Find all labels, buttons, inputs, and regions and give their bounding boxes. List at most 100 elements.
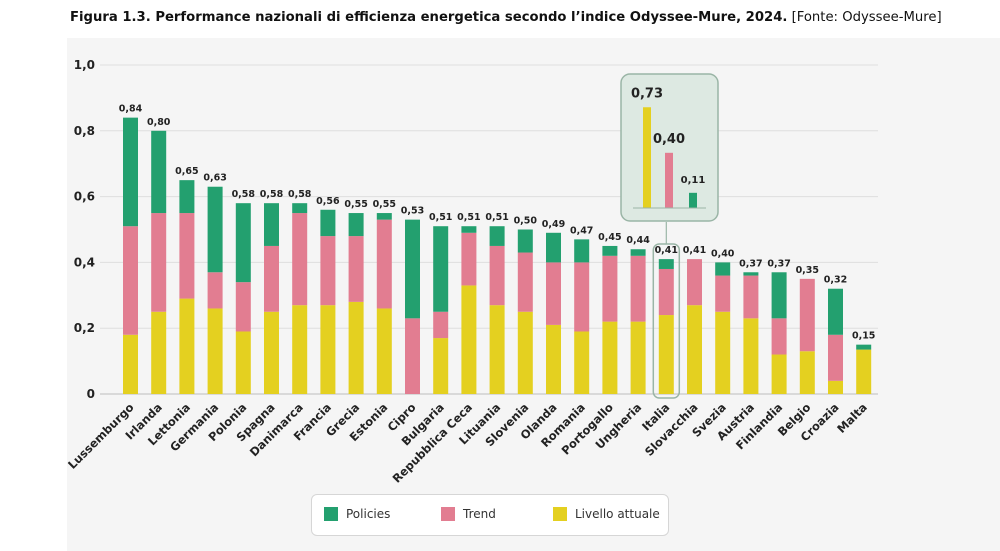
- figure-caption: Figura 1.3. Performance nazionali di eff…: [70, 10, 942, 25]
- bar-segment-trend: [828, 334, 843, 381]
- bar-segment-trend: [743, 275, 759, 319]
- bar-total-label: 0,32: [824, 275, 847, 286]
- bar-segment-trend: [207, 272, 223, 309]
- legend-swatch-livello-attuale: [553, 507, 567, 521]
- bar-segment-livello-attuale: [264, 311, 279, 394]
- bar-segment-livello-attuale: [433, 338, 449, 394]
- bar-total-label: 0,15: [852, 331, 875, 342]
- bar-segment-trend: [489, 245, 505, 306]
- bar-segment-trend: [461, 232, 477, 286]
- bar-segment-policies: [658, 259, 674, 269]
- bar-segment-policies: [743, 272, 759, 276]
- bar-total-label: 0,44: [626, 235, 650, 246]
- bar-segment-trend: [405, 318, 420, 394]
- bar-total-label: 0,58: [232, 189, 256, 200]
- bar-segment-livello-attuale: [602, 321, 618, 394]
- inset-value-label: 0,73: [631, 86, 663, 101]
- figure-caption-source: [Fonte: Odyssee-Mure]: [787, 10, 942, 25]
- bar-segment-trend: [574, 262, 590, 332]
- bar-segment-livello-attuale: [376, 308, 392, 394]
- bar-total-label: 0,55: [344, 199, 367, 210]
- bar-total-label: 0,51: [457, 212, 480, 223]
- bar-segment-trend: [151, 213, 167, 312]
- bar-total-label: 0,84: [119, 104, 143, 115]
- bar-total-label: 0,50: [514, 216, 538, 227]
- inset-value-label: 0,40: [653, 132, 685, 147]
- bar-total-label: 0,65: [175, 166, 198, 177]
- inset-bar-livello-attuale: [643, 107, 651, 208]
- bar-segment-policies: [856, 344, 872, 350]
- bar-segment-trend: [771, 318, 787, 355]
- figure-caption-lead: Figura 1.3. Performance nazionali di eff…: [70, 10, 788, 25]
- bar-segment-livello-attuale: [658, 315, 674, 394]
- bar-segment-livello-attuale: [179, 298, 195, 394]
- y-tick-label: 1,0: [74, 58, 95, 72]
- bar-segment-livello-attuale: [461, 285, 477, 394]
- bar-total-label: 0,58: [260, 189, 284, 200]
- legend-label-policies: Policies: [346, 507, 391, 521]
- bar-segment-trend: [376, 219, 392, 309]
- bar-segment-livello-attuale: [517, 311, 533, 394]
- bar-segment-livello-attuale: [320, 305, 336, 394]
- bar-segment-policies: [828, 288, 843, 335]
- bar-segment-trend: [715, 275, 731, 312]
- bar-segment-trend: [433, 311, 449, 339]
- bar-segment-livello-attuale: [123, 334, 138, 394]
- y-tick-label: 0,4: [74, 255, 95, 269]
- y-tick-label: 0: [87, 387, 95, 401]
- y-tick-label: 0,6: [74, 190, 95, 204]
- bar-segment-policies: [715, 262, 731, 276]
- bar-total-label: 0,53: [401, 206, 424, 217]
- bar-total-label: 0,58: [288, 189, 312, 200]
- bar-segment-policies: [207, 186, 223, 273]
- bar-total-label: 0,63: [203, 173, 226, 184]
- legend-label-trend: Trend: [463, 507, 496, 521]
- bar-total-label: 0,51: [485, 212, 508, 223]
- bar-segment-trend: [320, 236, 336, 306]
- bar-segment-policies: [574, 239, 590, 263]
- bar-segment-policies: [123, 117, 138, 227]
- bar-total-label: 0,49: [542, 219, 565, 230]
- bar-total-label: 0,45: [598, 232, 621, 243]
- bar-segment-livello-attuale: [687, 305, 702, 394]
- inset-bar-trend: [665, 152, 673, 208]
- bar-total-label: 0,35: [796, 265, 819, 276]
- bar-segment-livello-attuale: [630, 321, 646, 394]
- bar-segment-livello-attuale: [235, 331, 251, 394]
- bar-segment-policies: [264, 203, 279, 246]
- bar-segment-trend: [235, 282, 251, 332]
- bar-segment-livello-attuale: [715, 311, 731, 394]
- bar-segment-trend: [602, 255, 618, 322]
- bar-segment-livello-attuale: [771, 354, 787, 394]
- bar-segment-trend: [179, 213, 195, 299]
- bar-total-label: 0,47: [570, 225, 593, 236]
- bar-segment-policies: [348, 213, 364, 237]
- bar-segment-livello-attuale: [828, 380, 843, 394]
- bar-segment-livello-attuale: [856, 349, 872, 394]
- bar-segment-livello-attuale: [546, 324, 561, 394]
- bar-total-label: 0,56: [316, 196, 340, 207]
- bar-segment-trend: [292, 213, 308, 306]
- bar-segment-trend: [348, 236, 364, 302]
- bar-segment-livello-attuale: [151, 311, 167, 394]
- bar-segment-policies: [546, 232, 561, 263]
- bar-segment-policies: [151, 130, 167, 214]
- bar-segment-trend: [123, 226, 138, 335]
- legend-swatch-policies: [324, 507, 338, 521]
- bar-segment-policies: [517, 229, 533, 253]
- bar-total-label: 0,40: [711, 248, 735, 259]
- bar-segment-livello-attuale: [743, 318, 759, 394]
- bar-total-label: 0,80: [147, 117, 171, 128]
- bar-segment-policies: [292, 203, 308, 214]
- bar-segment-policies: [376, 213, 392, 220]
- legend-label-livello-attuale: Livello attuale: [575, 507, 660, 521]
- bar-segment-livello-attuale: [348, 301, 364, 394]
- bar-segment-policies: [433, 226, 449, 312]
- bar-total-label: 0,55: [373, 199, 396, 210]
- bar-total-label: 0,37: [739, 258, 762, 269]
- bar-segment-livello-attuale: [574, 331, 590, 394]
- legend-swatch-trend: [441, 507, 455, 521]
- bar-segment-policies: [461, 226, 477, 233]
- x-category-label: Malta: [834, 400, 870, 436]
